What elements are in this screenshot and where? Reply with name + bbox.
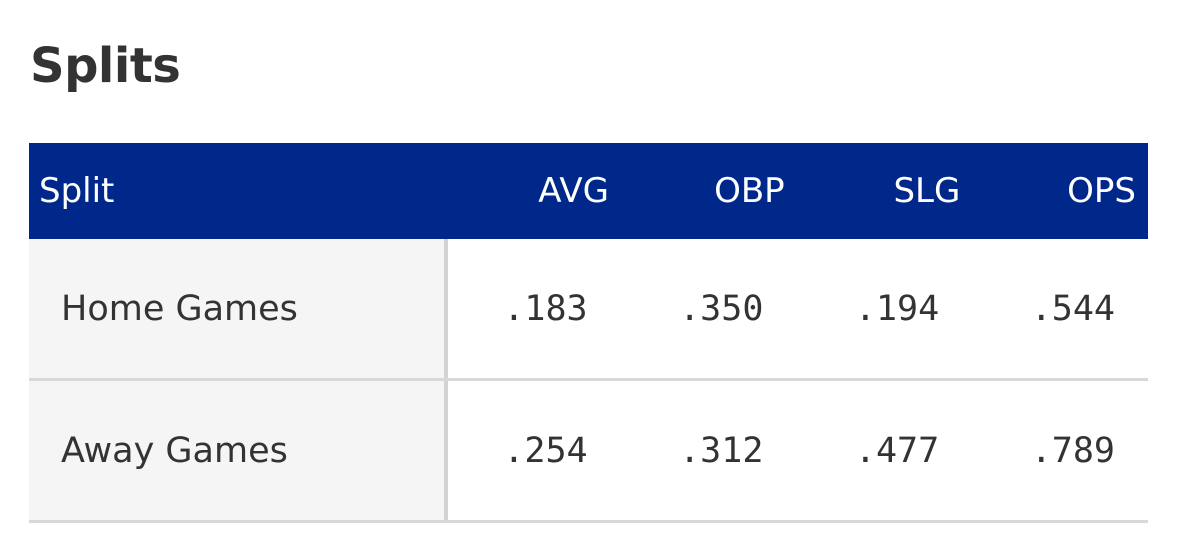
avg-cell: .254 xyxy=(503,430,588,471)
obp-cell: .312 xyxy=(679,430,764,471)
split-label-cell: Away Games xyxy=(29,381,448,520)
table-row: Away Games .254 .312 .477 .789 xyxy=(29,381,1148,523)
column-header-obp[interactable]: OBP xyxy=(714,171,785,211)
column-header-slg[interactable]: SLG xyxy=(893,171,961,211)
ops-cell: .789 xyxy=(1030,430,1115,471)
ops-cell: .544 xyxy=(1030,288,1115,329)
slg-cell: .194 xyxy=(854,288,940,329)
split-label-cell: Home Games xyxy=(29,239,448,378)
table-header: Split AVG OBP SLG OPS xyxy=(29,143,1148,239)
avg-cell: .183 xyxy=(503,288,588,329)
splits-table: Split AVG OBP SLG OPS Home Games .183 .3… xyxy=(29,143,1148,523)
obp-cell: .350 xyxy=(679,288,764,329)
column-header-ops[interactable]: OPS xyxy=(1067,171,1137,211)
column-header-split[interactable]: Split xyxy=(39,171,115,211)
page-title: Splits xyxy=(30,38,181,94)
slg-cell: .477 xyxy=(854,430,940,471)
column-header-avg[interactable]: AVG xyxy=(538,171,609,211)
table-row: Home Games .183 .350 .194 .544 xyxy=(29,239,1148,381)
